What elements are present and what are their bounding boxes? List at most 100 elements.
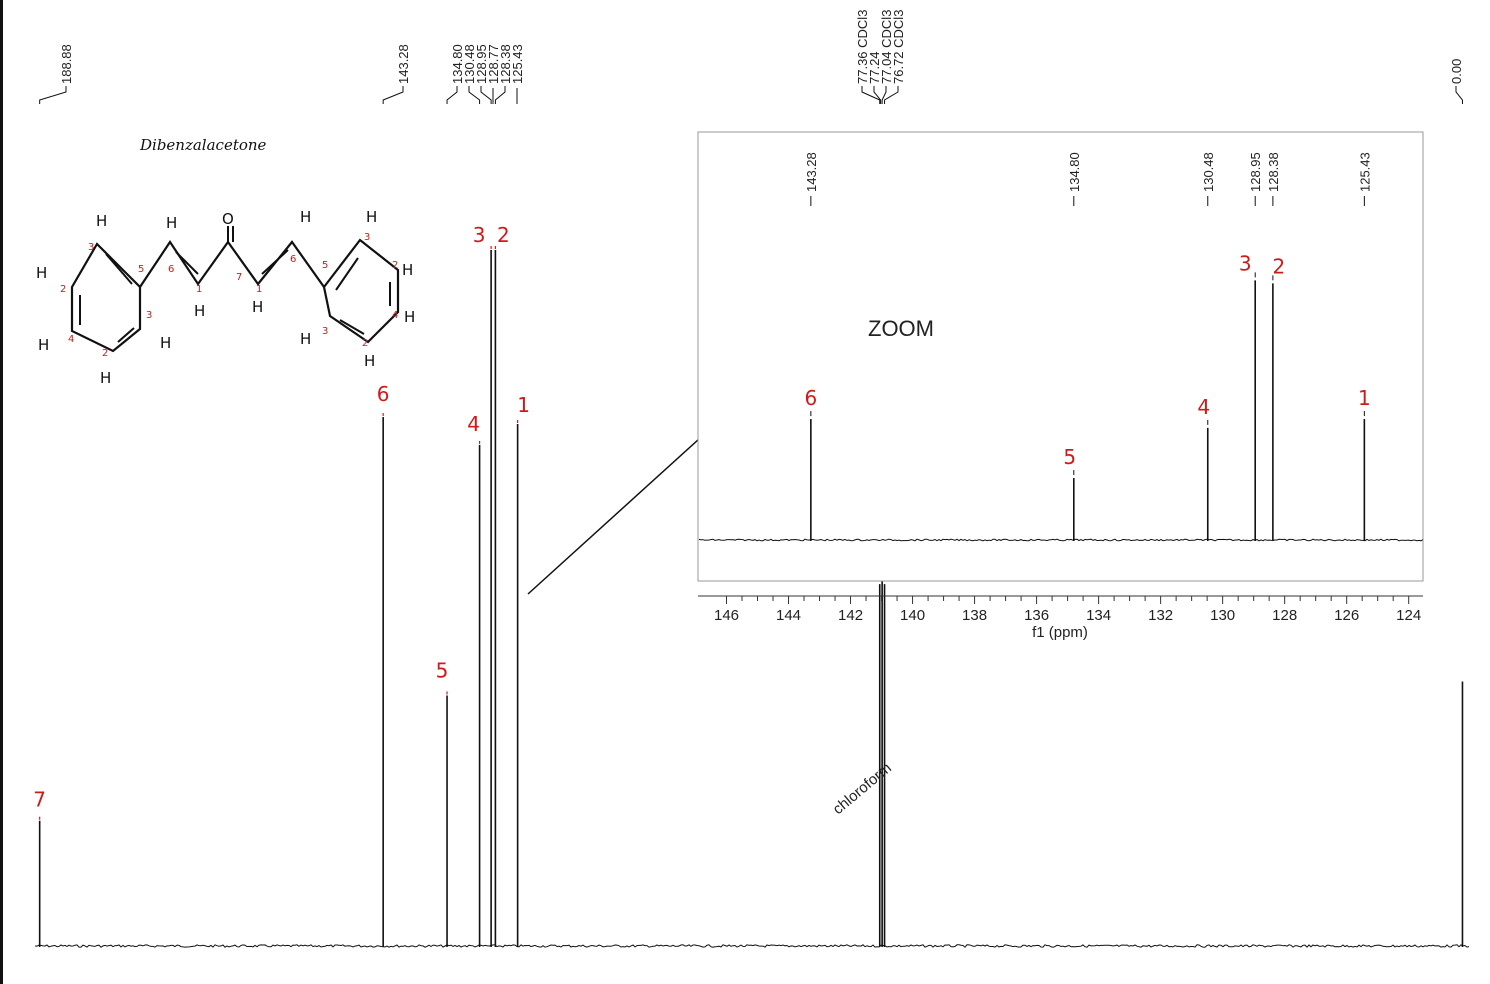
right-ring-num-0: 3 [364,232,370,243]
chain-num-0: 6 [168,264,174,275]
zoom-peak-labels: 143.28 134.80 130.48 128.95 128.38 125.43 [804,152,1372,206]
zoom-tick-label-0: 146 [714,607,739,624]
zoom-tick-label-6: 134 [1086,607,1111,624]
left-ring-num-5: 2 [102,348,108,359]
zoom-assign-5: 1 [1358,386,1371,410]
main-peak-labels: 188.88 143.28 134.80130.48128.95128.77128.… [39,10,1464,104]
atom-h-7: H [38,336,49,354]
chain-num-3: 1 [256,284,262,295]
zoom-peak-label-1: 134.80 [1067,152,1082,192]
atom-h-2: H [166,214,177,232]
left-benzene-ring [70,242,142,353]
zoom-assign-1: 5 [1063,445,1076,469]
main-peak-label-5: 128.77 [486,44,501,84]
main-assign-2: 5 [436,658,449,682]
left-ring-num-2: 2 [60,284,66,295]
zoom-x-axis-label: f1 (ppm) [1032,624,1088,641]
main-label-connector-8 [861,86,881,104]
right-ring-num-3: 4 [392,310,398,321]
main-peak-label-9: 77.24 [867,51,882,84]
atom-h-12: H [300,330,311,348]
left-ring-num-0: 3 [88,242,94,253]
main-label-connector-9 [873,86,882,104]
chain-num-1: 1 [196,284,202,295]
main-spectrum-trace [34,250,1470,948]
zoom-title: ZOOM [868,316,934,341]
left-edge-bar [0,0,3,984]
zoom-inset: ZOOM 143.28 134.80 130.48 128.95 128.38 125.4… [697,131,1424,641]
zoom-tick-label-5: 136 [1024,607,1049,624]
atom-h-6: H [402,261,413,279]
atom-h-14: H [364,352,375,370]
main-assign-3: 4 [467,412,480,436]
zoom-assign-4: 2 [1273,254,1286,278]
main-peak-label-12: 0.00 [1449,59,1464,84]
zoom-tick-label-2: 142 [838,607,863,624]
dibenzalacetone-structure: Dibenzalacetone H H O H H H H H H H H H … [36,136,415,387]
zoom-peak-label-4: 128.38 [1266,152,1281,192]
atom-h-9: H [194,302,205,320]
right-ring-double-bond-3 [339,319,365,335]
atom-h-10: H [252,298,263,316]
right-ring-double-bond-1 [335,257,359,291]
zoom-spectrum-trace [698,280,1424,542]
main-label-connector-6 [494,86,506,104]
main-peak-label-1: 143.28 [396,44,411,84]
main-peak-label-11: 76.72 CDCl3 [891,10,906,84]
zoom-assign-3: 3 [1239,251,1252,275]
atom-o: O [222,210,234,228]
main-assign-4: 3 [473,223,486,247]
main-assign-7: 1 [517,393,530,417]
right-ring-num-4: 3 [322,326,328,337]
right-ring-num-2: 2 [392,260,398,271]
main-peak-label-4: 128.95 [474,44,489,84]
main-peak-label-0: 188.88 [59,44,74,84]
zoom-inset-frame [697,131,1424,582]
main-peak-label-2: 134.80 [450,44,465,84]
main-baseline [34,944,1470,948]
main-peak-label-6: 128.38 [498,44,513,84]
right-benzene-ring [322,238,400,344]
chain-double-bond-right [261,249,289,275]
main-assign-6: 2 [497,223,510,247]
atom-h-4: H [366,208,377,226]
main-assign-0: 7 [33,788,46,812]
right-ring-num-5: 2 [362,338,368,349]
zoom-tick-label-1: 144 [776,607,801,624]
zoom-tick-label-11: 124 [1396,607,1421,624]
atom-h-5: H [36,264,47,282]
left-ring-double-bond-2 [105,253,133,285]
main-label-connector-10 [881,86,887,104]
main-peak-label-7: 125.43 [510,44,525,84]
zoom-peak-label-5: 125.43 [1357,152,1372,192]
main-label-connector-3 [468,86,481,104]
atom-h-13: H [100,369,111,387]
main-label-connector-4 [480,86,492,104]
zoom-peak-assignments: 6 5 4 3 2 1 [804,251,1371,476]
molecule-title: Dibenzalacetone [139,136,267,154]
chain-num-4: 6 [290,254,296,265]
main-peak-label-8: 77.36 CDCl3 [855,10,870,84]
zoom-tick-label-7: 132 [1148,607,1173,624]
main-peak-label-3: 130.48 [462,44,477,84]
main-label-connector-0 [39,86,67,104]
zoom-tick-label-8: 130 [1210,607,1235,624]
left-ring-num-3: 3 [146,310,152,321]
atom-h-3: H [300,208,311,226]
zoom-tick-label-4: 138 [962,607,987,624]
zoom-peak-label-2: 130.48 [1201,152,1216,192]
atom-h-8: H [404,308,415,326]
atom-h-11: H [160,334,171,352]
zoom-tick-label-3: 140 [900,607,925,624]
zoom-tick-label-9: 128 [1272,607,1297,624]
main-label-connector-11 [884,86,899,104]
left-ring-double-bond-3 [117,327,135,343]
zoom-assign-0: 6 [804,386,817,410]
main-assign-1: 6 [377,382,390,406]
atom-h-1: H [96,212,107,230]
zoom-assign-2: 4 [1197,395,1210,419]
zoom-x-ticks: 146 144 142 140 138 136 134 132 130 128 126 124 [714,596,1421,624]
zoom-peak-label-3: 128.95 [1248,152,1263,192]
